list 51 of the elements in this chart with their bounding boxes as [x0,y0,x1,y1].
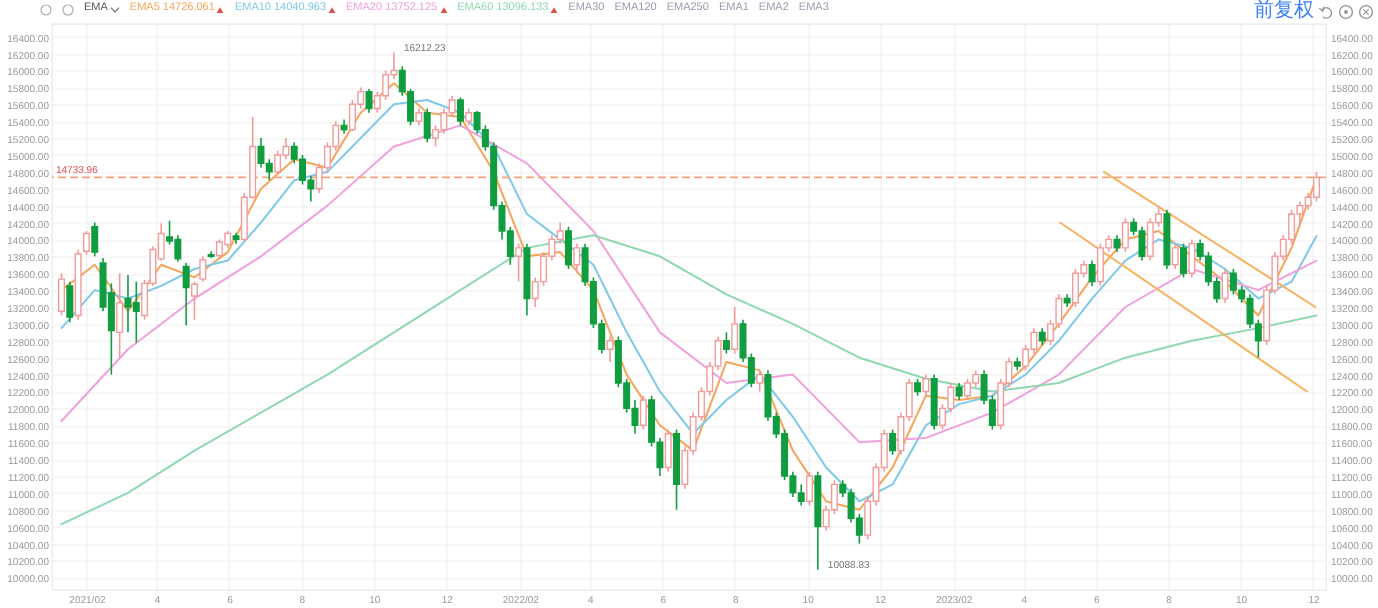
candlestick [756,369,764,393]
candlestick [1171,242,1179,270]
candlestick [639,394,647,431]
candlestick [456,96,464,127]
candlestick [365,88,373,114]
candlestick [564,225,572,270]
candlestick [190,280,198,321]
candlestick [1088,259,1096,287]
candlestick [82,230,90,256]
candlestick [606,335,614,363]
candlestick [573,242,581,275]
candlestick [963,378,971,401]
line-series [60,234,1318,526]
candlestick [797,483,805,507]
candlestick [889,428,897,456]
candlestick [1188,238,1196,279]
candlestick [515,242,523,283]
candlestick [132,280,140,344]
candlestick [257,137,265,169]
candlestick [1313,171,1320,203]
candlestick [299,154,307,186]
candlestick [731,306,739,355]
candlestick [215,238,223,259]
candlestick [1146,217,1154,262]
candlestick [1180,242,1188,279]
candlestick [58,272,65,317]
candlestick [116,272,124,359]
candlestick [1071,268,1079,308]
candlestick [1229,268,1237,296]
candlestick [664,428,672,473]
candlestick [930,373,938,431]
candlestick [274,149,282,175]
candlestick [1221,268,1229,304]
candlestick [806,470,814,507]
candlestick [440,107,448,135]
candlestick [1138,225,1146,262]
candlestick [182,262,190,327]
candlestick [348,99,356,133]
candlestick [174,234,182,263]
candlestick [66,280,74,324]
candlestick [1096,242,1104,287]
candlestick [382,69,390,101]
candlestick [91,221,99,258]
candlestick [423,107,431,144]
candlestick [199,255,207,283]
text: 前复权 [1254,0,1314,22]
candlestick [1121,217,1129,253]
candlestick [922,373,930,397]
candlestick [124,274,132,334]
candlestick [722,331,730,355]
line-series [60,124,1318,444]
